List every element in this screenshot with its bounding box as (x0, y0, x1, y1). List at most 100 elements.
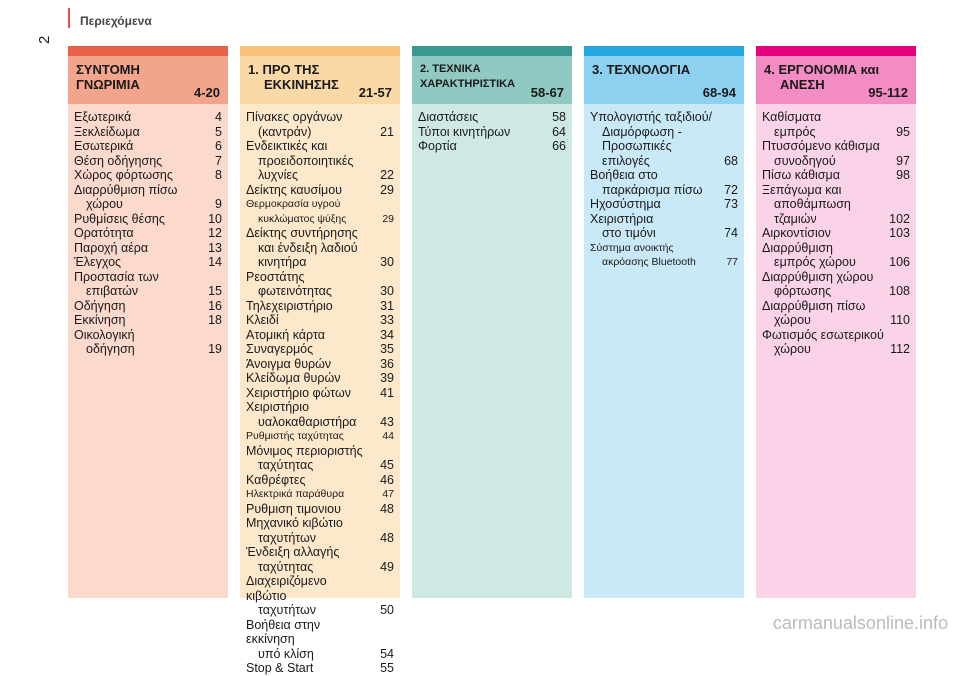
toc-entry-page: 5 (215, 124, 222, 139)
toc-entry-page: 66 (552, 139, 566, 153)
toc-entry[interactable]: Ξεκλείδωμα 5 (74, 125, 224, 140)
toc-entry[interactable]: Ξεπάγωμα και αποθάμπωση τζαμιών 102 (762, 183, 912, 227)
toc-entry[interactable]: Ηλεκτρικά παράθυρα 47 (246, 487, 396, 502)
toc-entry[interactable]: Χειριστήριο φώτων 41 (246, 386, 396, 401)
section-heading[interactable]: 4. ΕΡΓΟΝΟΜΙΑ και ΑΝΕΣΗ 95-112 (756, 56, 916, 104)
toc-entry[interactable]: Stop & Start 55 (246, 661, 396, 676)
toc-entry-title-line1: Ρεοστάτης (246, 269, 305, 284)
toc-entry-page: 39 (380, 371, 394, 385)
toc-entry[interactable]: Διαστάσεις 58 (418, 110, 568, 125)
toc-entry-title-line1: Δείκτης συντήρησης (246, 226, 358, 240)
toc-entry[interactable]: Χειριστήρια στο τιμόνι 74 (590, 212, 740, 241)
toc-entry[interactable]: Πίνακες οργάνων (καντράν) 21 (246, 110, 396, 139)
toc-entry[interactable]: Οδήγηση 16 (74, 299, 224, 314)
toc-entry-title-line1: Διαρρύθμιση (762, 240, 834, 255)
toc-entry-title: Χειριστήριο φώτων (246, 386, 355, 401)
watermark: carmanualsonline.info (772, 613, 948, 633)
toc-entry[interactable]: Συναγερμός 35 (246, 342, 396, 357)
toc-entry-title: Διαρρύθμιση χώρου φόρτωσης (762, 270, 877, 299)
toc-entry-title-line1: Καθίσματα (762, 110, 822, 124)
toc-entry[interactable]: Μόνιμος περιοριστής ταχύτητας 45 (246, 444, 396, 473)
toc-entry[interactable]: Ενδεικτικές και προειδοποιητικές λυχνίες 2… (246, 139, 396, 183)
toc-entry-title: Βοήθεια στην εκκίνηση υπό κλίση (246, 618, 372, 662)
toc-entry-title-line2: ταχυτήτων (258, 530, 317, 545)
toc-entry[interactable]: Δείκτης καυσίμου 29 (246, 183, 396, 198)
toc-entry[interactable]: Καθρέφτες 46 (246, 473, 396, 488)
section-heading[interactable]: 2. ΤΕΧΝΙΚΑ ΧΑΡΑΚΤΗΡΙΣΤΙΚΑ 58-67 (412, 56, 572, 104)
toc-entry-page: 48 (380, 530, 394, 545)
toc-entry-title-line1: Χειριστήριο (246, 400, 310, 414)
toc-entry-title: Θέση οδήγησης (74, 154, 166, 169)
toc-entry[interactable]: Πτυσσόμενο κάθισμα συνοδηγού 97 (762, 139, 912, 168)
toc-entry[interactable]: Διαρρύθμιση εμπρός χώρου 106 (762, 241, 912, 270)
toc-entry[interactable]: Ορατότητα 12 (74, 226, 224, 241)
section-heading[interactable]: 1. ΠΡΟ ΤΗΣ ΕΚΚΙΝΗΣΗΣ 21-57 (240, 56, 400, 104)
toc-entry-page: 16 (208, 298, 222, 313)
toc-entry[interactable]: Βοήθεια στην εκκίνηση υπό κλίση 54 (246, 618, 396, 662)
toc-entry[interactable]: Ένδειξη αλλαγής ταχύτητας 49 (246, 545, 396, 574)
toc-entry[interactable]: Κλειδί 33 (246, 313, 396, 328)
toc-entry[interactable]: Χώρος φόρτωσης 8 (74, 168, 224, 183)
toc-entry[interactable]: Πίσω κάθισμα 98 (762, 168, 912, 183)
toc-entry[interactable]: Έλεγχος 14 (74, 255, 224, 270)
toc-entry[interactable]: Κλείδωμα θυρών 39 (246, 371, 396, 386)
toc-entry-title-line1: Συναγερμός (246, 342, 314, 356)
toc-entry[interactable]: Καθίσματα εμπρός 95 (762, 110, 912, 139)
toc-entry[interactable]: Προστασία των επιβατών 15 (74, 270, 224, 299)
toc-entry[interactable]: Ρυθμιση τιμονιου 48 (246, 502, 396, 517)
toc-entry-title-line2: φωτεινότητας (258, 284, 332, 298)
toc-entry[interactable]: Παροχή αέρα 13 (74, 241, 224, 256)
toc-entry[interactable]: Τύποι κινητήρων 64 (418, 125, 568, 140)
toc-entry-title-line1: Εκκίνηση (74, 313, 126, 327)
toc-entry[interactable]: Φορτία 66 (418, 139, 568, 154)
toc-entry[interactable]: Ρυθμίσεις θέσης 10 (74, 212, 224, 227)
page-number: 2 (36, 35, 53, 44)
toc-entry[interactable]: Οικολογική οδήγηση 19 (74, 328, 224, 357)
toc-entry[interactable]: Θέση οδήγησης 7 (74, 154, 224, 169)
toc-entry[interactable]: Ηχοσύστημα 73 (590, 197, 740, 212)
toc-entry-title-line2: οδήγηση (86, 342, 135, 356)
toc-entry[interactable]: Θερμοκρασία υγρού κυκλώματος ψύξης 29 (246, 197, 396, 226)
toc-entry-page: 48 (380, 501, 394, 516)
toc-entry-title: Ρυθμιστής ταχύτητας (246, 429, 348, 444)
toc-entry[interactable]: Διαρρύθμιση χώρου φόρτωσης 108 (762, 270, 912, 299)
toc-entry-title: Ηχοσύστημα (590, 197, 665, 212)
toc-entry[interactable]: Φωτισμός εσωτερικού χώρου 112 (762, 328, 912, 357)
toc-entry[interactable]: Εκκίνηση 18 (74, 313, 224, 328)
toc-entry[interactable]: Αιρκοντίσιον 103 (762, 226, 912, 241)
toc-entry[interactable]: Ατομική κάρτα 34 (246, 328, 396, 343)
toc-entry-page: 43 (380, 414, 394, 429)
toc-entry-title: Θερμοκρασία υγρού κυκλώματος ψύξης (246, 197, 350, 226)
section-page-range: 21-57 (358, 85, 392, 100)
toc-entry[interactable]: Μηχανικό κιβώτιο ταχυτήτων 48 (246, 516, 396, 545)
toc-entry-title: Βοήθεια στο παρκάρισμα πίσω (590, 168, 707, 197)
section-heading[interactable]: ΣΥΝΤΟΜΗ ΓΝΩΡΙΜΙΑ 4-20 (68, 56, 228, 104)
toc-entry-title-line1: Οικολογική (74, 327, 135, 342)
toc-entry-title-line1: Αιρκοντίσιον (762, 226, 831, 240)
toc-entry[interactable]: Δείκτης συντήρησης και ένδειξη λαδιού κιν… (246, 226, 396, 270)
toc-entry[interactable]: Υπολογιστής ταξιδιού/Διαμόρφωση - Προσωπ… (590, 110, 740, 168)
section-title-line1: 4. ΕΡΓΟΝΟΜΙΑ και (764, 62, 880, 77)
toc-entry-title-line1: Ρυθμίσεις θέσης (74, 211, 165, 226)
toc-entry-title-line1: Stop & Start (246, 661, 314, 675)
toc-entry[interactable]: Σύστημα ανοικτής ακρόασης Bluetooth 77 (590, 241, 740, 270)
toc-entry-title-line1: Κλείδωμα θυρών (246, 371, 341, 385)
toc-entry[interactable]: Διαρρύθμιση πίσω χώρου 9 (74, 183, 224, 212)
toc-entry[interactable]: Χειριστήριο υαλοκαθαριστήρα 43 (246, 400, 396, 429)
toc-entry[interactable]: Άνοιγμα θυρών 36 (246, 357, 396, 372)
toc-entry-title: Αιρκοντίσιον (762, 226, 835, 241)
toc-entry-page: 13 (208, 240, 222, 255)
toc-entry[interactable]: Ρυθμιστής ταχύτητας 44 (246, 429, 396, 444)
toc-entry[interactable]: Βοήθεια στο παρκάρισμα πίσω 72 (590, 168, 740, 197)
toc-entry-title: Ρυθμιση τιμονιου (246, 502, 345, 517)
toc-entry[interactable]: Εξωτερικά 4 (74, 110, 224, 125)
toc-entry[interactable]: Διαχειριζόμενο κιβώτιο ταχυτήτων 50 (246, 574, 396, 618)
toc-entry[interactable]: Εσωτερικά 6 (74, 139, 224, 154)
toc-entry[interactable]: Τηλεχειριστήριο 31 (246, 299, 396, 314)
section-heading[interactable]: 3. ΤΕΧΝΟΛΟΓΙΑ 68-94 (584, 56, 744, 104)
toc-entry[interactable]: Διαρρύθμιση πίσω χώρου 110 (762, 299, 912, 328)
toc-entry-page: 106 (889, 255, 910, 269)
toc-entry-title: Ρεοστάτης φωτεινότητας (246, 270, 336, 299)
toc-entry[interactable]: Ρεοστάτης φωτεινότητας 30 (246, 270, 396, 299)
toc-entry-title: Παροχή αέρα (74, 241, 152, 256)
